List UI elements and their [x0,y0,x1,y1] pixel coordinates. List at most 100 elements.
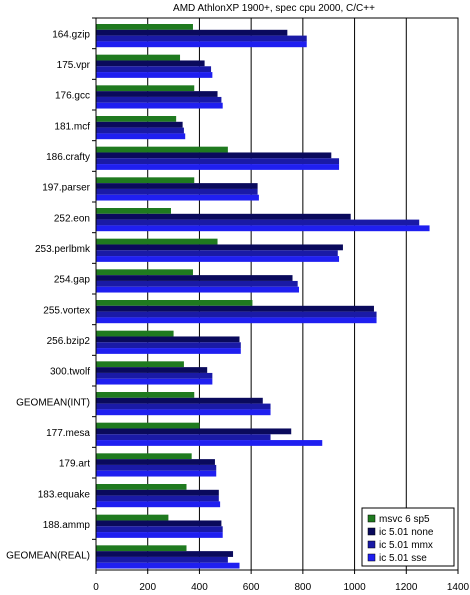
bar [96,269,193,276]
category-label: 188.ammp [43,520,91,531]
bar [96,330,174,337]
bar [96,41,307,48]
category-label: 300.twolf [50,367,90,378]
bar [96,348,241,354]
legend-label: msvc 6 sp5 [379,514,430,525]
bar [96,470,217,477]
bar [96,514,169,521]
bar [96,403,271,410]
bar [96,409,271,416]
bar [96,317,377,324]
bar [96,102,223,109]
category-label: 254.gap [54,275,91,286]
bar [96,520,222,527]
bar [96,164,340,170]
category-label: 253.perlbmk [35,244,91,255]
bar [96,286,299,293]
bar [96,238,218,245]
bar [96,440,323,446]
bar [96,305,374,312]
bar [96,244,343,251]
bar [96,459,215,465]
bar [96,91,218,97]
bar [96,256,340,262]
category-labels: 164.gzip 175.vpr 176.gcc 181.mcf 186.crafty 1… [6,17,96,562]
bar [96,177,195,184]
bar [96,275,293,281]
bar [96,311,377,318]
category-label: 256.bzip2 [47,336,91,347]
bar [96,545,187,552]
bar [96,35,307,42]
bar [96,532,223,538]
bar [96,464,217,471]
bar [96,29,288,36]
bar [96,372,213,379]
bar [96,133,186,140]
x-tick-labels: 0 200 400 600 800 1000 1200 1400 [93,570,470,593]
legend-label: ic 5.01 none [379,527,434,538]
bar [96,66,212,73]
bar [96,194,259,201]
bar [96,208,171,214]
category-label: 255.vortex [43,305,90,316]
category-label: 252.eon [54,213,90,224]
category-label: GEOMEAN(REAL) [6,551,90,562]
bar [96,219,420,226]
bar [96,85,195,92]
bar [96,116,177,122]
x-tick-label: 1400 [447,582,470,593]
legend-box [361,507,455,567]
bar [96,422,200,429]
bar [96,501,221,508]
bar [96,300,253,306]
bar [96,213,351,220]
category-label: 177.mesa [46,428,90,439]
legend-swatch [367,553,376,562]
x-tick-label: 200 [139,582,156,593]
legend-swatch [367,527,376,536]
bar [96,158,340,165]
bar [96,495,219,502]
bar [96,24,193,30]
bar [96,367,208,373]
category-label: 176.gcc [55,91,90,102]
legend-label: ic 5.01 sse [379,553,427,564]
legend: msvc 6 sp5 ic 5.01 none ic 5.01 mmx ic 5.01… [361,507,455,567]
bar [96,342,241,349]
category-label: 186.crafty [46,152,90,163]
category-label: 181.mcf [54,121,90,132]
bar [96,556,228,563]
bar [96,453,192,460]
bar [96,484,187,490]
bar [96,60,205,67]
bar [96,392,195,398]
category-label: 164.gzip [52,29,90,40]
x-tick-label: 400 [191,582,208,593]
bar [96,146,228,153]
category-label: 197.parser [42,183,90,194]
legend-swatch [367,514,376,523]
bar [96,397,263,404]
bar [96,336,240,343]
bar [96,378,213,385]
legend-swatch [367,540,376,549]
category-label: GEOMEAN(INT) [16,397,90,408]
bar [96,551,234,557]
x-tick-label: 0 [93,582,99,593]
bar [96,562,240,569]
bar [96,54,181,61]
bar [96,72,213,78]
bars [96,24,430,569]
category-label: 183.equake [38,489,91,500]
category-label: 175.vpr [57,60,91,71]
x-tick-label: 1200 [395,582,418,593]
legend-label: ic 5.01 mmx [379,540,433,551]
chart-title: AMD AthlonXP 1900+, spec cpu 2000, C/C++ [173,3,375,14]
bar [96,434,271,441]
bar [96,280,298,287]
bar [96,127,184,134]
bar [96,152,332,159]
category-label: 179.art [59,459,90,470]
